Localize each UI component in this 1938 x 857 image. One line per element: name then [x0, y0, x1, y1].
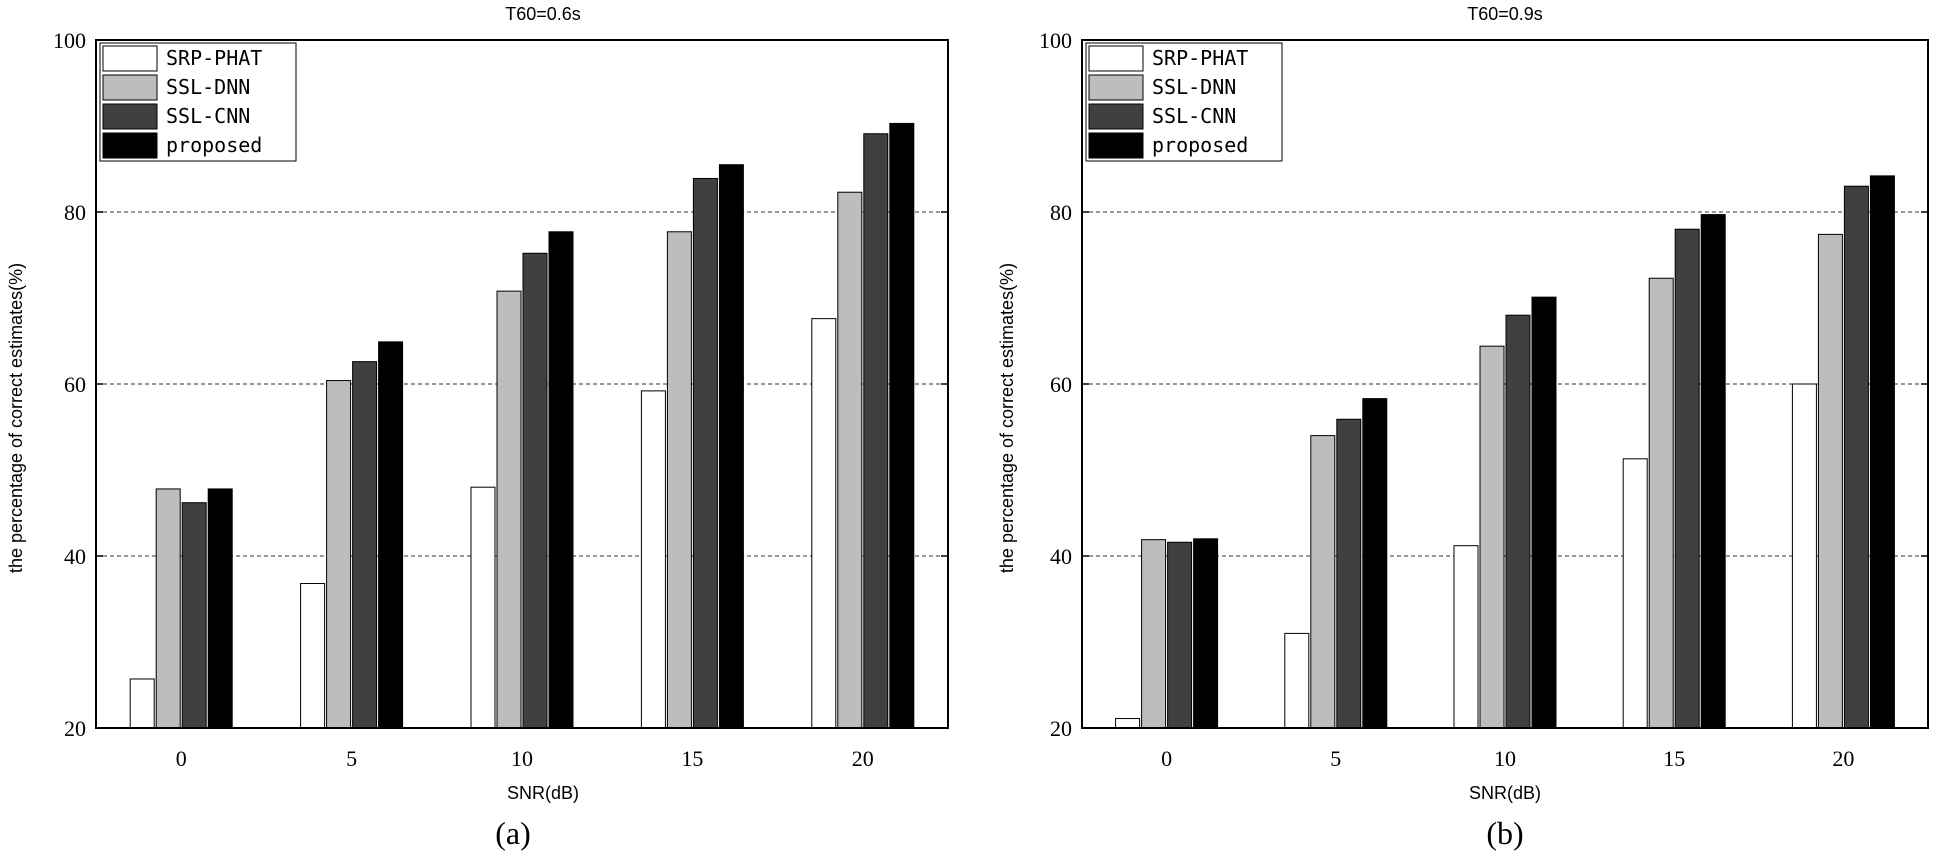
legend-swatch: [102, 103, 158, 130]
y-tick-label: 20: [1050, 716, 1072, 741]
x-tick-label: 10: [1494, 746, 1516, 771]
legend-label: SSL-CNN: [1152, 104, 1236, 128]
panel-label: (a): [495, 815, 531, 851]
x-tick-label: 5: [1330, 746, 1341, 771]
legend-swatch: [1088, 103, 1144, 130]
x-tick-label: 20: [1832, 746, 1854, 771]
y-axis-label: the percentage of correct estimates(%): [997, 263, 1017, 573]
legend-label: SRP-PHAT: [1152, 46, 1248, 70]
bar-srp-phat: [470, 486, 496, 729]
legend-swatch: [1088, 132, 1144, 159]
bar-ssl-cnn: [1167, 541, 1193, 729]
legend-label: SSL-DNN: [1152, 75, 1236, 99]
bar-proposed: [1362, 398, 1388, 729]
bar-srp-phat: [129, 678, 155, 729]
bar-proposed: [548, 231, 574, 729]
bar-proposed: [1869, 175, 1895, 729]
bar-srp-phat: [1622, 458, 1648, 729]
chart-title: T60=0.6s: [505, 4, 581, 24]
y-tick-label: 20: [64, 716, 86, 741]
x-tick-label: 10: [511, 746, 533, 771]
y-tick-label: 60: [64, 372, 86, 397]
legend-swatch: [1088, 45, 1144, 72]
bar-ssl-cnn: [1505, 314, 1531, 729]
plot-frame: [1081, 39, 1929, 729]
x-tick-label: 0: [176, 746, 187, 771]
bar-ssl-dnn: [1479, 345, 1505, 729]
bar-ssl-dnn: [666, 231, 692, 729]
bar-proposed: [889, 122, 915, 729]
y-tick-label: 100: [53, 28, 86, 53]
bar-ssl-cnn: [692, 177, 718, 729]
bar-srp-phat: [1284, 632, 1310, 729]
bar-ssl-dnn: [837, 191, 863, 729]
bar-srp-phat: [300, 583, 326, 729]
chart-panel-a: T60=0.6s SNR(dB) the percentage of corre…: [6, 4, 949, 851]
y-tick-label: 60: [1050, 372, 1072, 397]
panel-label: (b): [1486, 815, 1523, 851]
bar-ssl-cnn: [352, 361, 378, 729]
bar-ssl-cnn: [522, 252, 548, 729]
bar-ssl-cnn: [1336, 418, 1362, 729]
x-axis-label: SNR(dB): [1469, 783, 1541, 803]
x-tick-label: 15: [1663, 746, 1685, 771]
x-tick-label: 15: [681, 746, 703, 771]
legend-swatch: [102, 74, 158, 101]
bar-ssl-dnn: [1141, 539, 1167, 729]
plot-frame: [95, 39, 949, 729]
bar-srp-phat: [1453, 545, 1479, 729]
bar-ssl-cnn: [1674, 228, 1700, 729]
bar-srp-phat: [1115, 718, 1141, 729]
bar-ssl-cnn: [863, 133, 889, 729]
bar-ssl-dnn: [1310, 435, 1336, 729]
y-tick-label: 100: [1039, 28, 1072, 53]
y-tick-label: 40: [64, 544, 86, 569]
y-axis-label: the percentage of correct estimates(%): [6, 263, 26, 573]
legend-swatch: [1088, 74, 1144, 101]
bar-ssl-cnn: [1843, 185, 1869, 729]
bar-proposed: [1531, 296, 1557, 729]
bar-ssl-dnn: [496, 290, 522, 729]
bar-srp-phat: [1791, 383, 1817, 729]
bar-ssl-cnn: [181, 502, 207, 729]
legend-label: SSL-DNN: [166, 75, 250, 99]
bar-proposed: [1700, 214, 1726, 729]
bar-srp-phat: [811, 318, 837, 729]
y-tick-label: 80: [1050, 200, 1072, 225]
legend-label: SRP-PHAT: [166, 46, 262, 70]
legend-label: proposed: [166, 133, 262, 157]
x-tick-label: 0: [1161, 746, 1172, 771]
bar-ssl-dnn: [1817, 233, 1843, 729]
legend-swatch: [102, 132, 158, 159]
y-tick-label: 80: [64, 200, 86, 225]
legend-swatch: [102, 45, 158, 72]
bar-proposed: [718, 164, 744, 729]
x-tick-label: 5: [346, 746, 357, 771]
legend-label: SSL-CNN: [166, 104, 250, 128]
bar-proposed: [207, 488, 233, 729]
chart-title: T60=0.9s: [1467, 4, 1543, 24]
bar-srp-phat: [640, 390, 666, 729]
y-tick-label: 40: [1050, 544, 1072, 569]
bar-proposed: [378, 341, 404, 729]
x-tick-label: 20: [852, 746, 874, 771]
legend-label: proposed: [1152, 133, 1248, 157]
chart-panel-b: T60=0.9s SNR(dB) the percentage of corre…: [997, 4, 1929, 851]
bar-ssl-dnn: [1648, 277, 1674, 729]
bar-proposed: [1193, 538, 1219, 729]
x-axis-label: SNR(dB): [507, 783, 579, 803]
bar-ssl-dnn: [326, 380, 352, 729]
bar-ssl-dnn: [155, 488, 181, 729]
